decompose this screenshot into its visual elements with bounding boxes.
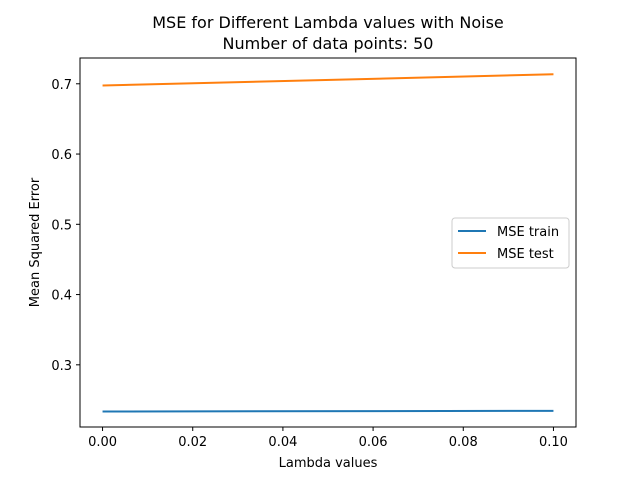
legend: MSE train MSE test bbox=[451, 217, 570, 269]
chart-title: MSE for Different Lambda values with Noi… bbox=[152, 13, 504, 32]
y-tick-label: 0.4 bbox=[51, 289, 72, 304]
x-tick-label: 0.02 bbox=[178, 435, 207, 450]
x-tick-label: 0.04 bbox=[268, 435, 297, 450]
chart-subtitle: Number of data points: 50 bbox=[223, 34, 434, 53]
x-axis-ticks: 0.00 0.02 0.04 0.06 0.08 0.10 bbox=[88, 427, 568, 450]
y-tick-label: 0.7 bbox=[51, 78, 72, 93]
legend-label-test: MSE test bbox=[497, 247, 554, 262]
legend-label-train: MSE train bbox=[497, 225, 559, 240]
y-tick-label: 0.5 bbox=[51, 218, 72, 233]
x-tick-label: 0.08 bbox=[449, 435, 478, 450]
y-axis-label: Mean Squared Error bbox=[28, 177, 43, 307]
x-axis-label: Lambda values bbox=[279, 456, 378, 471]
series-line-test bbox=[102, 73, 554, 87]
series-layer bbox=[102, 73, 554, 413]
y-tick-label: 0.3 bbox=[51, 359, 72, 374]
x-tick-label: 0.00 bbox=[88, 435, 117, 450]
y-axis-ticks: 0.3 0.4 0.5 0.6 0.7 bbox=[51, 78, 80, 374]
y-tick-label: 0.6 bbox=[51, 148, 72, 163]
plot-area-frame bbox=[79, 57, 577, 428]
series-line-train bbox=[102, 409, 554, 413]
x-tick-label: 0.10 bbox=[539, 435, 568, 450]
x-tick-label: 0.06 bbox=[359, 435, 388, 450]
